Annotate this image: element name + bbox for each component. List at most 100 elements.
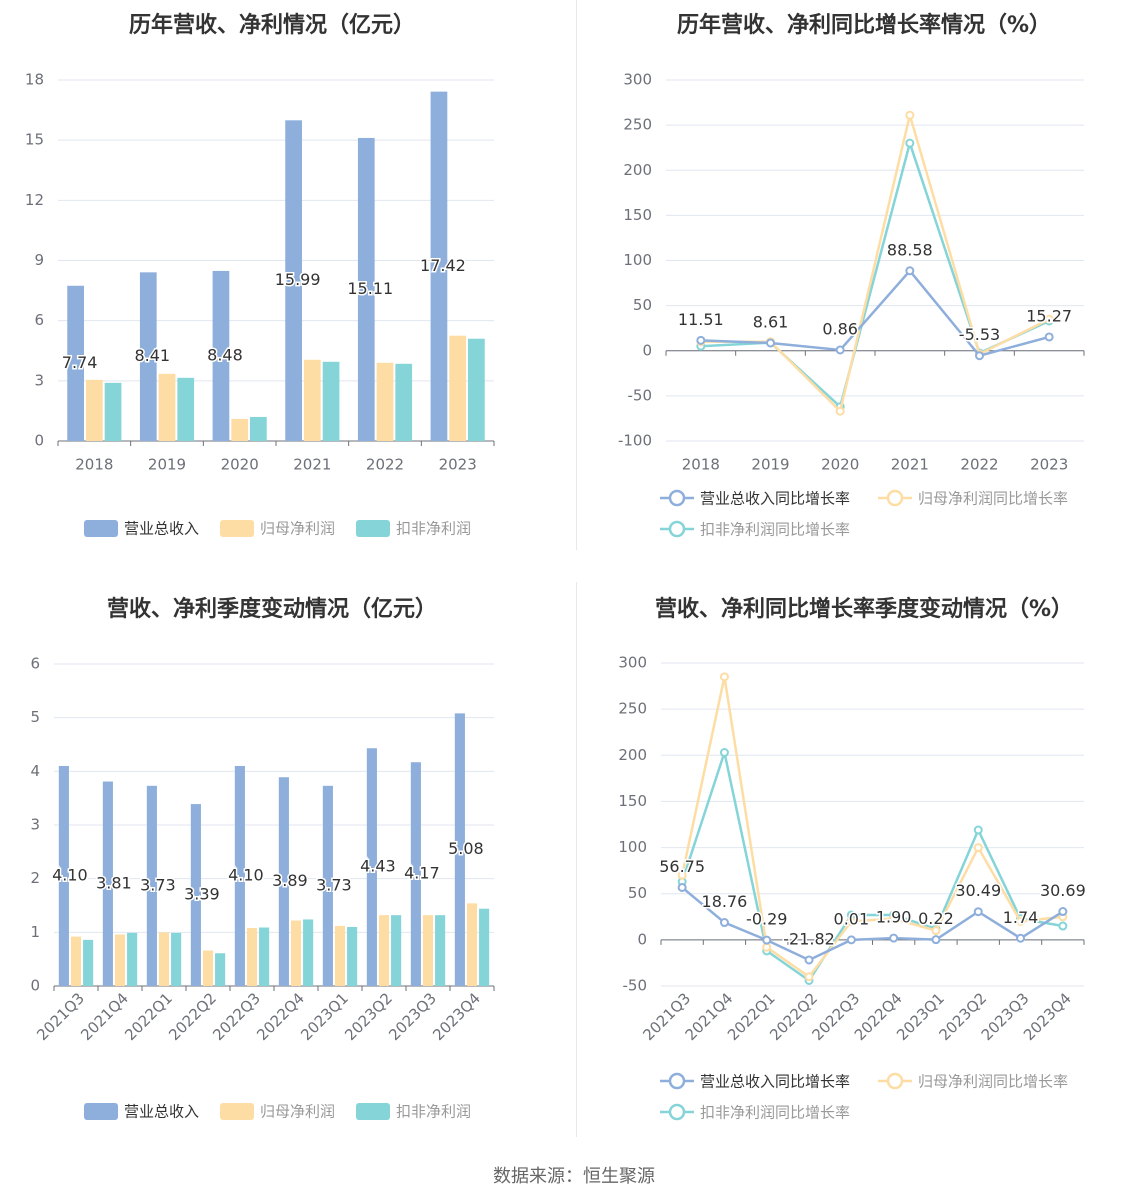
data-point — [719, 672, 729, 682]
x-tick-label: 2022 — [960, 456, 998, 474]
data-point — [762, 942, 772, 952]
legend-swatch — [220, 1103, 254, 1120]
legend-swatch — [84, 520, 118, 537]
y-tick-label: 2 — [30, 869, 40, 887]
bar-parent-profit — [466, 903, 478, 986]
data-label: 15.11 — [347, 279, 393, 298]
data-label: -0.29 — [746, 910, 787, 929]
y-tick-label: 18 — [25, 71, 44, 89]
data-point — [973, 825, 983, 835]
x-tick-label: 2018 — [75, 456, 113, 474]
bar-revenue — [366, 748, 377, 986]
bar-deducted-profit — [347, 926, 358, 986]
chart-title: 营收、净利同比增长率季度变动情况（%） — [655, 596, 1073, 622]
data-label: 1.74 — [1003, 908, 1039, 927]
data-point — [973, 907, 983, 917]
legend-label: 归母净利润同比增长率 — [918, 490, 1068, 508]
x-tick-label: 2023Q4 — [1020, 989, 1075, 1044]
y-tick-label: 0 — [642, 341, 652, 359]
y-tick-label: 6 — [30, 655, 40, 673]
bar-parent-profit — [449, 335, 467, 441]
legend-label: 营业总收入同比增长率 — [700, 1073, 850, 1091]
x-tick-label: 2022Q1 — [121, 989, 176, 1044]
bar-parent-profit — [158, 373, 176, 441]
data-label: 3.89 — [272, 871, 308, 890]
y-tick-label: -50 — [628, 386, 653, 404]
bar-parent-profit — [70, 936, 82, 986]
y-tick-label: 12 — [25, 191, 44, 209]
bar-parent-profit — [246, 928, 258, 986]
bar-revenue — [234, 765, 245, 986]
y-tick-label: 50 — [633, 296, 652, 314]
annual-revenue-profit-svg: 历年营收、净利情况（亿元） 0 3 6 9 12 15 18 2018 2019 2020 2021 2… — [25, 12, 495, 538]
y-tick-label: 300 — [618, 654, 647, 672]
bar-parent-profit — [422, 915, 434, 986]
series-line-deducted-profit-growth — [680, 747, 1064, 983]
y-tick-label: 200 — [618, 746, 647, 764]
data-point — [696, 335, 706, 345]
data-point — [975, 351, 984, 361]
data-point — [835, 345, 845, 355]
y-tick-label: 9 — [34, 251, 44, 269]
x-tick-label: 2018 — [682, 456, 720, 474]
data-source-note: 数据来源：恒生聚源 — [493, 1166, 655, 1187]
bar-deducted-profit — [468, 338, 485, 441]
bar-deducted-profit — [479, 908, 490, 986]
data-label: 3.39 — [184, 885, 220, 904]
bar-revenue — [212, 270, 230, 441]
chart-quarterly-revenue-profit: 营收、净利季度变动情况（亿元） 0 1 2 3 4 5 6 2021Q3 2021Q4 2022Q1… — [0, 580, 576, 1140]
legend-label: 扣非净利润同比增长率 — [700, 521, 850, 539]
data-point — [677, 882, 687, 892]
bar-revenue — [58, 765, 69, 986]
legend-label: 扣非净利润同比增长率 — [700, 1104, 850, 1122]
data-label: 4.43 — [360, 857, 396, 876]
y-tick-label: 200 — [623, 161, 652, 179]
x-tick-label: 2021 — [293, 456, 331, 474]
x-tick-label: 2021 — [891, 456, 929, 474]
legend-swatch-marker — [668, 520, 686, 538]
x-tick-label: 2023Q1 — [297, 989, 352, 1044]
bar-revenue — [410, 762, 421, 986]
legend-swatch-marker — [886, 1072, 904, 1090]
data-label: 88.58 — [887, 240, 933, 259]
data-label: 5.08 — [448, 839, 484, 858]
bar-revenue — [430, 91, 448, 441]
bar-deducted-profit — [83, 939, 94, 986]
data-label: 8.48 — [207, 345, 243, 364]
chart-annual-growth-rate: 历年营收、净利同比增长率情况（%） -100 -50 0 50 100 150 200 250 3… — [576, 0, 1148, 560]
bar-parent-profit — [85, 379, 103, 441]
y-tick-label: -50 — [623, 977, 648, 995]
x-tick-label: 2021Q4 — [77, 989, 132, 1044]
bar-revenue — [322, 785, 333, 986]
bar-deducted-profit — [435, 915, 446, 986]
x-tick-label: 2023 — [439, 456, 477, 474]
data-point — [905, 138, 915, 148]
data-point — [1058, 921, 1068, 931]
y-tick-label: 15 — [25, 131, 44, 149]
bar-revenue — [285, 120, 302, 441]
bar-deducted-profit — [391, 915, 402, 986]
y-tick-label: 6 — [34, 311, 44, 329]
x-tick-label: 2023Q4 — [429, 989, 484, 1044]
data-point — [1044, 332, 1054, 342]
data-label: 18.76 — [702, 892, 748, 911]
data-label: 15.27 — [1026, 306, 1072, 325]
legend-swatch-marker — [886, 489, 904, 507]
data-label: 11.51 — [678, 310, 724, 329]
data-point — [1058, 907, 1068, 917]
y-tick-label: 3 — [30, 816, 40, 834]
bar-revenue — [454, 713, 465, 986]
y-tick-label: 0 — [637, 930, 647, 948]
bar-deducted-profit — [395, 363, 413, 441]
legend-label: 营业总收入 — [124, 1103, 199, 1121]
data-point — [719, 748, 729, 758]
bar-revenue — [190, 804, 201, 986]
bar-deducted-profit — [177, 377, 195, 441]
data-point — [905, 110, 915, 120]
data-point — [1016, 916, 1026, 926]
y-tick-label: 250 — [618, 700, 647, 718]
x-tick-label: 2022Q4 — [253, 989, 308, 1044]
data-point — [835, 406, 845, 416]
legend-swatch-marker — [668, 1072, 686, 1090]
y-tick-label: 1 — [30, 923, 40, 941]
